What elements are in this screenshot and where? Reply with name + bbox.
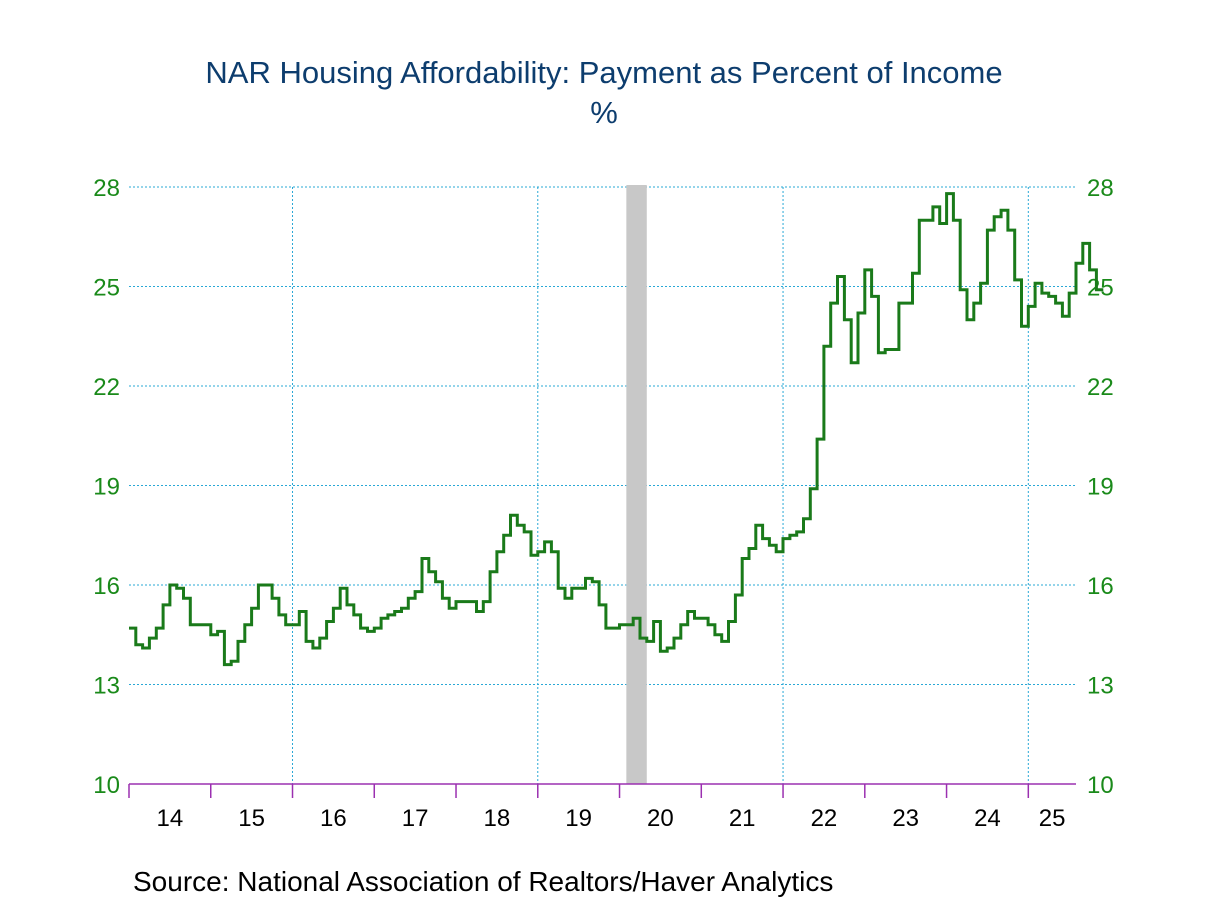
x-tick-label: 17 (402, 805, 429, 832)
x-axis (128, 783, 1076, 798)
y-tick-label-right: 16 (1087, 573, 1114, 600)
series-layer (129, 192, 1104, 667)
x-tick-label: 19 (565, 805, 592, 832)
x-tick-label: 23 (892, 805, 919, 832)
chart-title: NAR Housing Affordability: Payment as Pe… (205, 55, 1003, 90)
x-tick-label: 20 (647, 805, 674, 832)
y-tick-label-left: 16 (93, 573, 120, 600)
y-tick-label-right: 22 (1087, 374, 1114, 401)
chart-subtitle: % (590, 95, 618, 130)
x-tick-label: 22 (811, 805, 838, 832)
x-tick-label: 24 (974, 805, 1001, 832)
y-tick-label-left: 25 (93, 275, 120, 302)
y-tick-label-right: 28 (1087, 175, 1114, 202)
y-tick-label-left: 28 (93, 175, 120, 202)
y-tick-label-left: 10 (93, 772, 120, 799)
x-tick-label: 21 (729, 805, 756, 832)
x-tick-label: 18 (484, 805, 511, 832)
source-note: Source: National Association of Realtors… (133, 866, 834, 897)
x-tick-label: 14 (157, 805, 184, 832)
recession-band (626, 185, 647, 784)
y-tick-label-left: 22 (93, 374, 120, 401)
x-tick-label: 16 (320, 805, 347, 832)
x-tick-label: 15 (238, 805, 265, 832)
y-tick-label-left: 19 (93, 474, 120, 501)
y-axis-ticks: 10 10 13 13 16 16 19 19 22 22 25 25 28 28 (93, 175, 1113, 799)
y-tick-label-right: 19 (1087, 474, 1114, 501)
y-tick-label-right: 13 (1087, 673, 1114, 700)
series-line (129, 192, 1104, 667)
x-tick-label: 25 (1039, 805, 1066, 832)
recession-band-rect (626, 185, 647, 784)
grid (129, 186, 1076, 784)
y-tick-label-right: 25 (1087, 275, 1114, 302)
x-axis-ticks: 14 15 16 17 18 19 20 21 22 23 24 25 (157, 805, 1066, 832)
y-tick-label-left: 13 (93, 673, 120, 700)
y-tick-label-right: 10 (1087, 772, 1114, 799)
